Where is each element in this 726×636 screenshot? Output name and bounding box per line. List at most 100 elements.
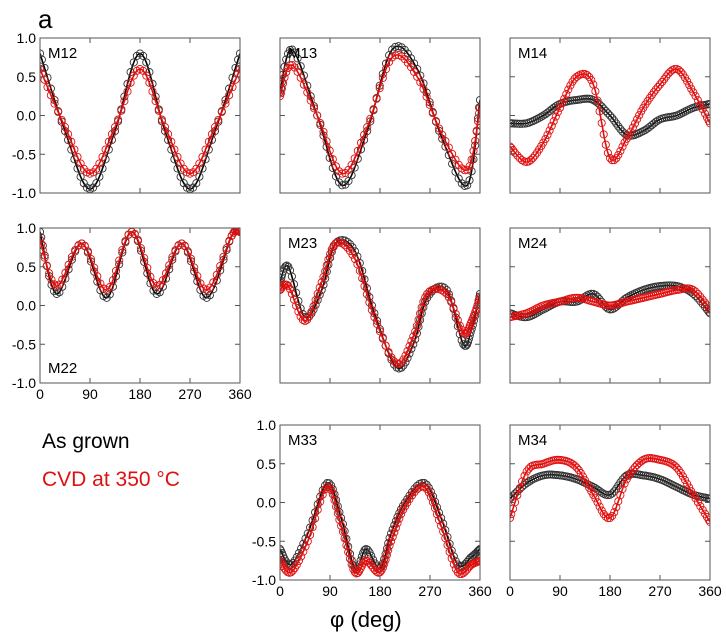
- panel-m13: M13: [279, 37, 481, 194]
- data-point: [145, 78, 154, 87]
- data-point: [438, 130, 447, 139]
- data-point: [46, 91, 55, 100]
- data-point: [280, 89, 285, 98]
- data-point: [353, 568, 362, 577]
- data-point: [333, 238, 342, 247]
- data-point: [549, 470, 558, 479]
- data-point: [280, 73, 289, 82]
- data-point: [558, 99, 567, 108]
- data-point: [572, 463, 581, 472]
- panel-m22: 1.0 0.5 0.0 -0.5 -1.00 90 180 270 360 M22: [12, 220, 252, 402]
- data-point: [280, 557, 285, 566]
- data-point: [186, 254, 196, 263]
- data-point: [410, 488, 419, 497]
- data-point: [570, 461, 579, 470]
- data-point: [86, 254, 96, 264]
- data-point: [315, 283, 324, 292]
- series-line: [280, 45, 480, 187]
- data-point: [670, 461, 679, 470]
- data-point: [382, 550, 391, 560]
- data-point: [447, 546, 456, 555]
- data-point: [705, 305, 710, 314]
- data-point: [280, 561, 288, 571]
- y-tick-label: -0.5: [252, 533, 276, 549]
- data-point: [553, 455, 562, 464]
- data-point: [451, 309, 460, 319]
- panel-label: M24: [518, 235, 547, 252]
- data-point: [225, 91, 234, 100]
- data-point: [645, 454, 654, 463]
- y-tick-label: 0.0: [257, 495, 277, 511]
- data-point: [168, 253, 177, 262]
- panel-label: M13: [288, 45, 317, 62]
- data-point: [164, 130, 173, 139]
- data-point: [381, 555, 390, 564]
- data-point: [280, 79, 288, 88]
- data-point: [704, 515, 710, 524]
- data-point: [380, 559, 389, 568]
- data-point: [294, 307, 303, 316]
- data-point: [360, 282, 369, 291]
- data-point: [428, 498, 438, 507]
- data-point: [614, 122, 623, 131]
- data-point: [101, 145, 110, 154]
- data-point: [313, 289, 322, 298]
- data-point: [513, 491, 522, 500]
- data-point: [201, 145, 210, 154]
- data-point: [655, 80, 665, 89]
- series-m12-as-grown: [40, 49, 240, 193]
- data-point: [430, 504, 440, 513]
- data-point: [375, 84, 384, 93]
- data-point: [660, 75, 669, 84]
- data-point: [587, 76, 596, 85]
- y-tick-label: -1.0: [12, 185, 36, 201]
- y-tick-label: -1.0: [12, 375, 36, 391]
- data-point: [337, 521, 346, 530]
- data-point: [595, 487, 604, 496]
- data-point: [292, 301, 301, 310]
- data-point: [471, 136, 480, 145]
- data-point: [42, 261, 51, 270]
- data-point: [285, 266, 295, 275]
- data-point: [649, 88, 658, 97]
- x-tick-label: 180: [598, 583, 622, 599]
- data-point: [641, 125, 650, 134]
- data-point: [593, 485, 602, 494]
- data-point: [108, 276, 117, 285]
- data-point: [157, 115, 166, 124]
- data-point: [426, 492, 435, 501]
- data-point: [384, 546, 393, 555]
- data-point: [457, 179, 466, 188]
- data-point: [463, 181, 472, 190]
- data-point: [475, 295, 480, 304]
- data-point: [549, 103, 558, 112]
- data-point: [605, 513, 615, 523]
- data-point: [359, 559, 368, 568]
- data-point: [355, 567, 364, 576]
- data-point: [431, 117, 441, 126]
- data-point: [327, 245, 336, 254]
- data-point: [328, 490, 337, 499]
- data-point: [114, 115, 123, 124]
- data-point: [133, 235, 142, 244]
- data-point: [528, 306, 537, 315]
- data-point: [324, 255, 333, 264]
- series-line: [510, 457, 710, 523]
- data-point: [414, 315, 423, 324]
- data-point: [313, 111, 322, 120]
- data-point: [358, 274, 367, 283]
- x-tick-label: 360: [698, 583, 722, 599]
- data-point: [370, 313, 379, 322]
- data-point: [601, 512, 610, 521]
- data-point: [40, 239, 46, 248]
- data-point: [603, 301, 612, 310]
- data-point: [280, 285, 285, 295]
- panel-label: M34: [518, 432, 547, 449]
- data-point: [618, 142, 627, 151]
- data-point: [387, 353, 396, 362]
- data-point: [599, 130, 608, 139]
- data-point: [192, 179, 201, 188]
- series-line: [40, 52, 240, 190]
- data-point: [630, 119, 640, 128]
- data-point: [460, 166, 469, 175]
